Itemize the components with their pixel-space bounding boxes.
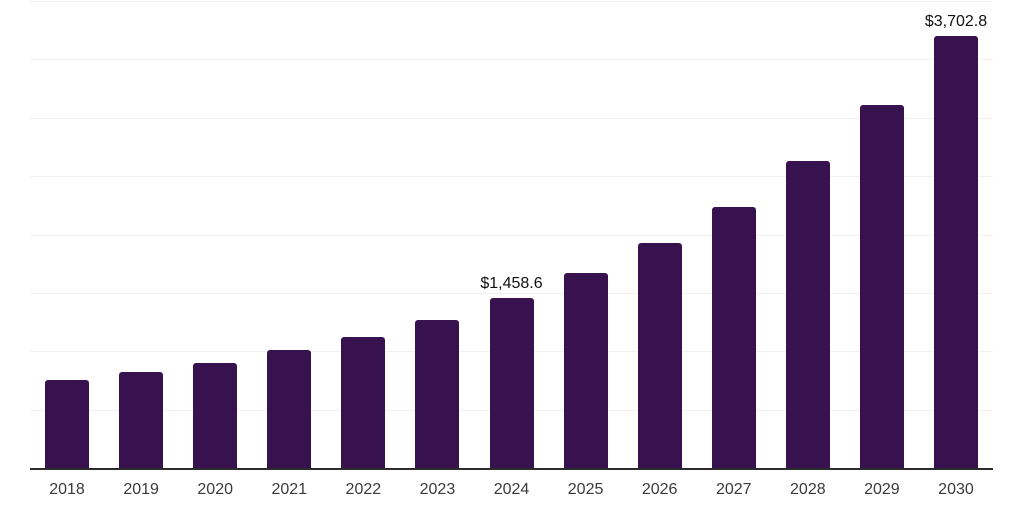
gridline [30,176,993,178]
x-tick-label-2026: 2026 [641,481,678,498]
x-tick-label-2027: 2027 [715,481,752,498]
gridline [30,59,993,61]
bar-value-label-2030: $3,702.8 [924,12,988,30]
bar-2028 [785,161,830,468]
bar-slot-2028 [771,1,845,468]
x-tick-label-2029: 2029 [864,481,900,498]
bar-slot-2023 [400,1,474,468]
x-tick-label-2028: 2028 [790,481,826,498]
x-tick-label-2030: 2030 [938,481,974,498]
x-tick-label-2019: 2019 [123,481,159,498]
bar-slot-2022 [326,1,400,468]
bar-slot-2018 [30,1,104,468]
bar-2023 [415,319,460,468]
bar-slot-2021 [252,1,326,468]
bar-2022 [341,336,386,468]
bar-2018 [45,380,90,468]
x-tick-label-2022: 2022 [345,481,382,498]
bar-slot-2020 [178,1,252,468]
bar-slot-2029 [845,1,919,468]
x-tick-label-2020: 2020 [197,481,233,498]
bar-2029 [859,105,904,468]
bar-2025 [563,272,608,468]
bar-slot-2026 [623,1,697,468]
x-tick-label-2025: 2025 [567,481,604,498]
bar-slot-2024: $1,458.6 [474,1,548,468]
bar-2026 [637,243,682,468]
bar-2021 [267,350,312,468]
gridline [30,1,993,2]
bar-slot-2030: $3,702.8 [919,1,993,468]
plot-area: $1,458.6 $3,702.8 [30,1,993,468]
bar-2027 [711,206,756,468]
gridline [30,117,993,119]
bar-slot-2019 [104,1,178,468]
bar-slot-2025 [549,1,623,468]
x-axis-tick-labels: 2018 2019 2020 2021 2022 2023 2024 2025 2026 2027… [30,482,993,498]
bar-2030 [933,35,978,468]
x-tick-label-2024: 2024 [493,481,530,498]
x-axis-line [30,468,993,470]
bar-2019 [119,372,164,468]
x-tick-label-2021: 2021 [271,481,308,498]
gridline [30,234,993,236]
gridline [30,292,993,294]
bar-2024 [489,297,534,468]
x-tick-label-2023: 2023 [419,481,456,498]
bar-value-label-2024: $1,458.6 [480,274,543,292]
bar-slot-2027 [697,1,771,468]
bar-2020 [193,362,238,468]
bars-row: $1,458.6 $3,702.8 [30,1,993,468]
x-tick-label-2018: 2018 [49,481,85,498]
